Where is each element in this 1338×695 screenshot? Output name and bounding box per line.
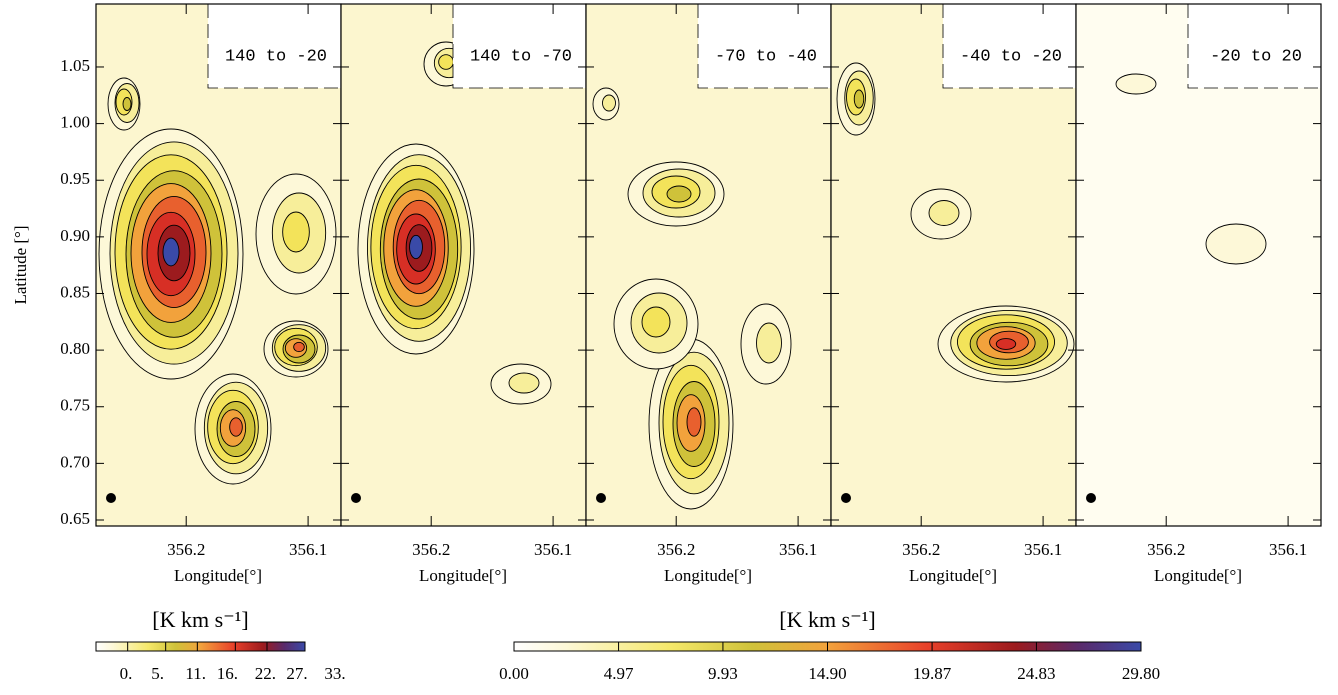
contour [602, 94, 616, 112]
colorbar-tick-label: 0. [120, 664, 133, 683]
map [831, 4, 1076, 526]
y-tick-label: 0.80 [60, 339, 90, 358]
contour [122, 97, 132, 111]
label-box [207, 4, 341, 89]
contour [282, 211, 310, 253]
contour [508, 372, 540, 394]
y-tick-label: 0.90 [60, 226, 90, 245]
map [341, 4, 586, 526]
x-axis-label: Longitude[°] [419, 566, 507, 585]
x-tick-label: 356.2 [412, 540, 450, 559]
colorbar-tick-label: 22. [255, 664, 276, 683]
contour [666, 185, 692, 203]
x-tick-label: 356.2 [657, 540, 695, 559]
x-tick-label: 356.1 [1024, 540, 1062, 559]
x-axis-label: Longitude[°] [664, 566, 752, 585]
panel-label: 140 to -20 [225, 47, 327, 66]
map-background [1076, 4, 1321, 526]
map [1076, 4, 1321, 526]
colorbar-tick-label: 27. [286, 664, 307, 683]
label-box [1187, 4, 1321, 89]
x-axis-label: Longitude[°] [1154, 566, 1242, 585]
contour [686, 407, 702, 437]
colorbar-tick-label: 19.87 [913, 664, 952, 683]
contour [409, 234, 423, 260]
colorbar-tick-label: 29.80 [1122, 664, 1160, 683]
label-box [697, 4, 831, 89]
panel-label: -40 to -20 [960, 47, 1062, 66]
beam [596, 493, 606, 503]
label-box [942, 4, 1076, 89]
colorbar-tick-label: 33. [324, 664, 345, 683]
map [96, 4, 341, 526]
colorbar-tick-label: 4.97 [604, 664, 634, 683]
panel: 140 to -70 356.2 356.1 Longitude[°] [340, 3, 587, 585]
x-axis-label: Longitude[°] [174, 566, 262, 585]
panel-label: -20 to 20 [1210, 47, 1302, 66]
panel: -20 to 20 356.2 356.1 Longitude[°] [1075, 3, 1322, 585]
y-tick-label: 1.05 [60, 56, 90, 75]
beam [106, 493, 116, 503]
contour [229, 417, 243, 437]
y-tick-label: 0.85 [60, 282, 90, 301]
y-tick-label: 1.00 [60, 113, 90, 132]
colorbar-label: [K km s⁻¹] [152, 607, 248, 632]
colorbar-tick-label: 11. [185, 664, 206, 683]
contour [293, 341, 305, 353]
contour [162, 237, 180, 267]
x-tick-label: 356.1 [534, 540, 572, 559]
x-tick-label: 356.2 [1147, 540, 1185, 559]
beam [1086, 493, 1096, 503]
y-tick-label: 0.70 [60, 452, 90, 471]
colorbar-tick-label: 9.93 [708, 664, 738, 683]
contour [1205, 223, 1267, 265]
contour [928, 200, 960, 226]
panel: 140 to -20 356.2 356.1 Longitude[°] 0.65 0.70… [60, 3, 342, 585]
y-tick-label: 0.95 [60, 169, 90, 188]
panel-label: -70 to -40 [715, 47, 817, 66]
x-tick-label: 356.2 [167, 540, 205, 559]
colorbar-tick-label: 0.00 [499, 664, 529, 683]
y-tick-label: 0.75 [60, 396, 90, 415]
colorbar-tick-label: 5. [151, 664, 164, 683]
panel-label: 140 to -70 [470, 47, 572, 66]
contour [1115, 73, 1157, 95]
x-tick-label: 356.1 [1269, 540, 1307, 559]
panel: -70 to -40 356.2 356.1 Longitude[°] [585, 3, 832, 585]
contour [438, 54, 454, 70]
beam [351, 493, 361, 503]
x-tick-label: 356.1 [289, 540, 327, 559]
beam [841, 493, 851, 503]
x-tick-label: 356.2 [902, 540, 940, 559]
colorbar-tick-label: 16. [217, 664, 238, 683]
contour [641, 306, 671, 338]
panel: -40 to -20 356.2 356.1 Longitude[°] [830, 3, 1077, 585]
contour [756, 322, 782, 364]
panel-frame [1075, 3, 1322, 527]
x-tick-label: 356.1 [779, 540, 817, 559]
y-tick-label: 0.65 [60, 509, 90, 528]
y-axis-label: Latitude [°] [11, 225, 30, 304]
contour [853, 89, 865, 109]
contour [995, 338, 1017, 350]
colorbar-label: [K km s⁻¹] [779, 607, 875, 632]
x-axis-label: Longitude[°] [909, 566, 997, 585]
label-box [452, 4, 586, 89]
colorbar-tick-label: 14.90 [808, 664, 846, 683]
map [586, 4, 831, 526]
colorbar-tick-label: 24.83 [1017, 664, 1055, 683]
